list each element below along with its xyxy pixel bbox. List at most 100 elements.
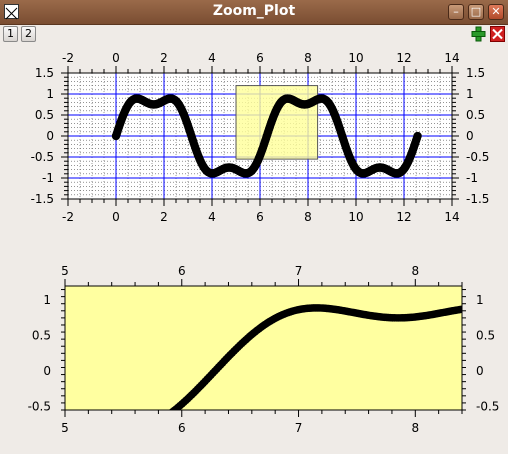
page-button-1[interactable]: 1 xyxy=(3,26,18,42)
overview-y-tick-label-right: 1.5 xyxy=(466,66,485,80)
overview-x-tick-label-top: 4 xyxy=(208,51,216,65)
overview-x-tick-label-bottom: 6 xyxy=(256,210,264,224)
zoom-data-point xyxy=(95,429,103,437)
overview-y-tick-label-right: -0.5 xyxy=(466,150,489,164)
zoom-data-point xyxy=(130,428,138,436)
overview-x-tick-label-top: 12 xyxy=(396,51,411,65)
zoom-data-point xyxy=(132,428,140,436)
zoom-data-point xyxy=(460,305,462,313)
overview-y-tick-label-left: 0 xyxy=(46,129,54,143)
zoom-data-point xyxy=(91,429,99,437)
zoom-data-point xyxy=(103,430,111,438)
overview-x-tick-label-top: 0 xyxy=(112,51,120,65)
overview-data-point xyxy=(413,131,422,141)
overview-x-tick-label-bottom: 2 xyxy=(160,210,168,224)
zoom-y-tick-label-right: -0.5 xyxy=(476,399,499,413)
zoom-data-point xyxy=(145,423,153,431)
plus-icon[interactable] xyxy=(471,26,486,42)
zoom-y-tick-label-right: 0 xyxy=(476,364,484,378)
overview-x-tick-label-bottom: 4 xyxy=(208,210,216,224)
overview-x-tick-label-top: 2 xyxy=(160,51,168,65)
overview-y-tick-label-right: -1.5 xyxy=(466,192,489,206)
app-icon-glyph xyxy=(5,7,18,20)
zoom-data-point xyxy=(80,427,88,435)
zoom-data-point xyxy=(113,430,121,438)
zoom-x-tick-label-bottom: 8 xyxy=(411,421,419,435)
zoom-data-point xyxy=(466,305,474,313)
maximize-button[interactable]: □ xyxy=(468,4,484,20)
overview-y-tick-label-right: 0.5 xyxy=(466,108,485,122)
zoom-x-tick-label-bottom: 5 xyxy=(61,421,69,435)
zoom-data-point xyxy=(149,421,157,429)
zoom-data-point xyxy=(147,422,155,430)
page-button-2[interactable]: 2 xyxy=(21,26,36,42)
overview-x-tick-label-bottom: 10 xyxy=(348,210,363,224)
zoom-data-point xyxy=(86,428,94,436)
zoom-data-series xyxy=(51,304,476,438)
zoom-x-tick-label-bottom: 6 xyxy=(178,421,186,435)
overview-x-tick-label-bottom: 12 xyxy=(396,210,411,224)
zoom-data-point xyxy=(70,425,78,433)
zoom-data-point xyxy=(142,424,150,432)
zoom-data-point xyxy=(51,422,59,430)
overview-y-tick-label-left: 0.5 xyxy=(35,108,54,122)
zoom-axes-frame xyxy=(64,285,463,411)
zoom-data-point xyxy=(128,428,136,436)
zoom-data-point xyxy=(143,423,151,431)
zoom-data-point xyxy=(120,430,128,438)
title-bar[interactable]: Zoom_Plot – □ ✕ xyxy=(0,0,508,25)
app-icon xyxy=(4,4,19,20)
zoom-x-tick-label-top: 5 xyxy=(61,264,69,278)
close-button[interactable]: ✕ xyxy=(488,4,504,20)
zoom-data-point xyxy=(53,422,61,430)
zoom-data-point xyxy=(461,308,462,310)
zoom-data-point xyxy=(87,428,95,436)
overview-y-tick-label-left: -0.5 xyxy=(31,150,54,164)
overview-data-series xyxy=(111,94,422,178)
zoom-x-tick-label-top: 7 xyxy=(295,264,303,278)
overview-y-tick-label-right: -1 xyxy=(466,171,478,185)
overview-x-tick-label-top: 14 xyxy=(444,51,459,65)
delete-icon[interactable] xyxy=(490,26,505,42)
zoom-y-tick-label-left: -0.5 xyxy=(28,399,51,413)
zoom-data-point xyxy=(122,429,130,437)
zoom-data-point xyxy=(124,429,132,437)
zoom-data-point xyxy=(101,430,109,438)
overview-y-tick-label-left: -1.5 xyxy=(31,192,54,206)
overview-x-tick-label-top: 8 xyxy=(304,51,312,65)
overview-x-tick-label-top: 10 xyxy=(348,51,363,65)
overview-y-tick-label-left: 1.5 xyxy=(35,66,54,80)
zoom-data-point xyxy=(68,425,76,433)
overview-x-tick-label-bottom: 14 xyxy=(444,210,459,224)
zoom-data-point xyxy=(111,430,119,438)
zoom-data-point xyxy=(140,425,148,433)
overview-y-tick-label-right: 0 xyxy=(466,129,474,143)
zoom-y-tick-label-right: 0.5 xyxy=(476,329,495,343)
zoom-data-point xyxy=(76,426,84,434)
zoom-data-point xyxy=(153,419,161,427)
zoom-data-point xyxy=(72,426,80,434)
zoom-y-tick-label-left: 1 xyxy=(43,293,51,307)
zoom-data-point xyxy=(118,430,126,438)
zoom-data-point xyxy=(157,416,165,424)
overview-x-tick-label-top: 6 xyxy=(256,51,264,65)
zoom-data-point xyxy=(136,426,144,434)
zoom-data-point xyxy=(165,411,173,419)
zoom-x-tick-label-bottom: 7 xyxy=(295,421,303,435)
zoom-plot-area xyxy=(65,286,462,410)
zoom-y-tick-label-right: 1 xyxy=(476,293,484,307)
zoom-data-point xyxy=(74,426,82,434)
minimize-button[interactable]: – xyxy=(448,4,464,20)
zoom-data-point xyxy=(89,429,97,437)
overview-y-tick-label-right: 1 xyxy=(466,87,474,101)
overview-x-tick-label-top: -2 xyxy=(62,51,74,65)
zoom-data-point xyxy=(468,304,476,312)
zoom-data-point xyxy=(82,427,90,435)
zoom-data-point xyxy=(116,430,124,438)
zoom-data-point xyxy=(161,414,169,422)
zoom-data-point xyxy=(134,427,142,435)
overview-y-tick-label-left: -1 xyxy=(42,171,54,185)
overview-x-tick-label-bottom: 0 xyxy=(112,210,120,224)
